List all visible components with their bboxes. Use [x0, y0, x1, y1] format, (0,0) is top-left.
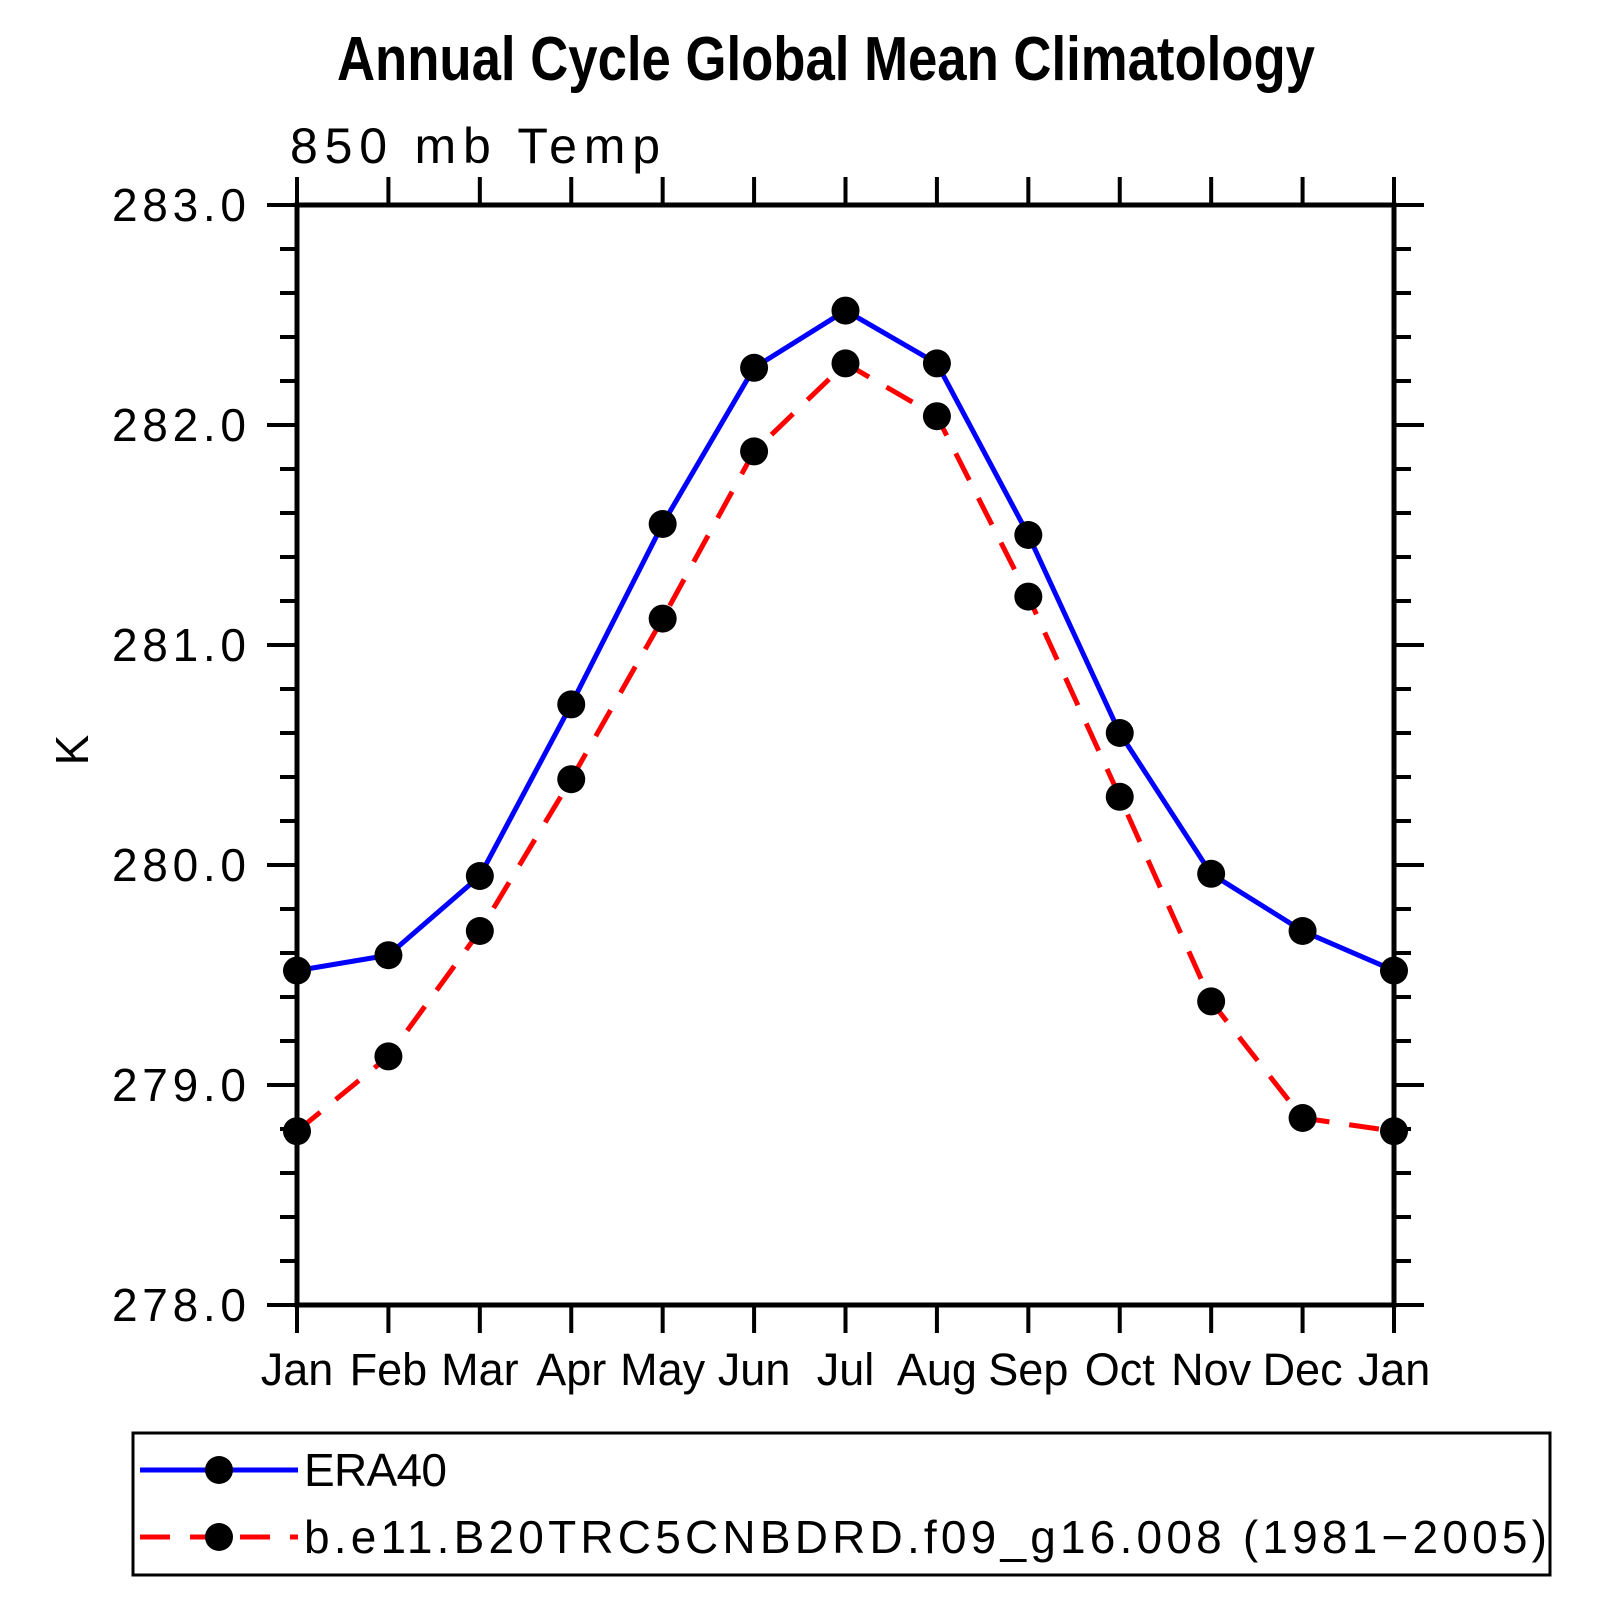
data-point-marker-series-0	[1014, 521, 1043, 549]
data-point-marker-series-1	[1288, 1104, 1317, 1132]
y-tick-label: 282.0	[112, 399, 246, 451]
plot-frame	[294, 202, 1397, 1308]
legend-sample-marker-1	[205, 1523, 233, 1551]
x-tick-label: Jan	[261, 1344, 334, 1395]
data-point-marker-series-1	[648, 604, 677, 633]
data-point-marker-series-1	[1380, 1117, 1408, 1146]
x-tick-label: Jan	[1358, 1344, 1431, 1395]
data-point-marker-series-0	[374, 941, 403, 970]
series-line-0	[296, 307, 1395, 974]
y-tick-label: 281.0	[112, 619, 246, 671]
chart-title: Annual Cycle Global Mean Climatology	[337, 25, 1315, 94]
data-point-marker-series-0	[1288, 917, 1317, 945]
x-tick-label: Feb	[350, 1344, 428, 1395]
legend-samples	[140, 1456, 298, 1551]
data-series	[283, 296, 1408, 1146]
x-tick-label: May	[620, 1344, 706, 1395]
y-tick-label: 280.0	[112, 839, 246, 891]
data-point-marker-series-0	[740, 353, 769, 382]
data-point-marker-series-0	[465, 862, 494, 890]
x-tick-label: Dec	[1263, 1344, 1343, 1395]
x-tick-label: Jul	[817, 1344, 875, 1395]
legend-sample-marker-0	[205, 1456, 233, 1484]
legend-label-era40: ERA40	[304, 1444, 447, 1496]
y-tick-label: 283.0	[112, 179, 246, 231]
data-point-marker-series-1	[922, 402, 951, 431]
data-point-marker-series-1	[1197, 987, 1226, 1016]
data-point-marker-series-0	[648, 510, 677, 538]
axis-ticks: Jan Feb Mar Apr May Jun Jul Aug Sep Oct Nov Dec Jan 2…	[112, 177, 1430, 1395]
y-tick-label: 279.0	[112, 1059, 246, 1111]
data-point-marker-series-1	[740, 437, 769, 466]
x-tick-label: Jun	[718, 1344, 791, 1395]
y-axis-label: K	[46, 734, 98, 765]
data-point-marker-series-1	[283, 1117, 311, 1146]
data-point-marker-series-0	[1380, 956, 1408, 985]
data-point-marker-series-1	[557, 765, 586, 794]
data-point-marker-series-0	[1197, 859, 1226, 888]
data-point-marker-series-1	[831, 349, 860, 378]
data-point-marker-series-0	[557, 690, 586, 719]
x-tick-label: Sep	[988, 1344, 1068, 1395]
data-point-marker-series-1	[374, 1042, 403, 1071]
data-point-marker-series-1	[1014, 582, 1043, 611]
data-point-marker-series-0	[831, 296, 860, 325]
x-tick-label: Aug	[897, 1344, 977, 1395]
data-point-marker-series-0	[1105, 719, 1134, 747]
legend-label-model: b.e11.B20TRC5CNBDRD.f09_g16.008 (1981−20…	[304, 1511, 1547, 1563]
x-tick-label: Nov	[1171, 1344, 1252, 1395]
y-tick-label: 278.0	[112, 1279, 246, 1331]
legend-box	[131, 1431, 1552, 1577]
data-point-marker-series-0	[283, 956, 311, 985]
x-tick-label: Oct	[1085, 1344, 1156, 1395]
chart-subtitle: 850 mb Temp	[290, 118, 660, 174]
data-point-marker-series-1	[465, 917, 494, 945]
x-tick-label: Mar	[441, 1344, 519, 1395]
series-line-1	[295, 360, 1395, 1134]
data-point-marker-series-1	[1105, 782, 1134, 811]
data-point-marker-series-0	[922, 349, 951, 378]
x-tick-label: Apr	[536, 1344, 606, 1395]
